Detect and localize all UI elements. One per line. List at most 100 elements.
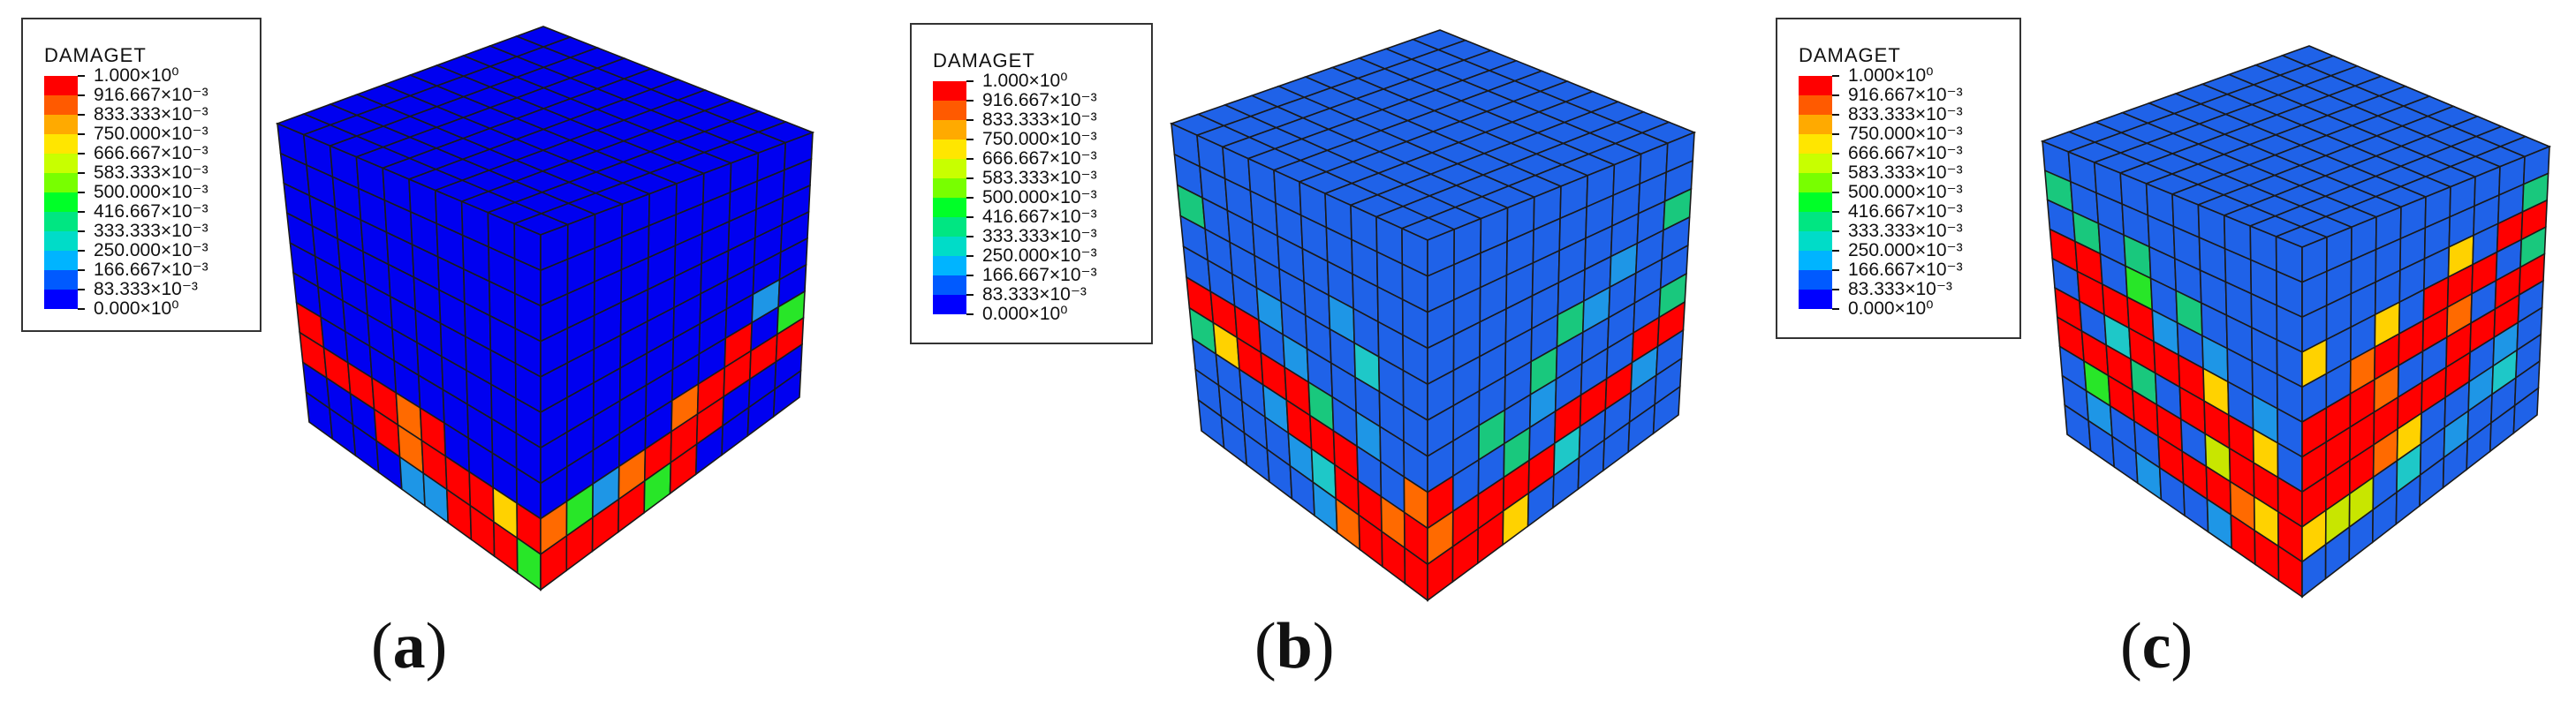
- legend-tick: [966, 236, 974, 237]
- legend-swatch: [1799, 192, 1832, 212]
- legend-tick: [78, 211, 85, 213]
- legend-tick: [78, 308, 85, 310]
- legend-swatch: [933, 139, 966, 159]
- legend-color-bar: [44, 76, 78, 309]
- legend-level-label: 333.333×10⁻³: [1848, 221, 1963, 241]
- panel-label-c: (c): [2120, 610, 2193, 682]
- legend-swatch: [44, 212, 78, 231]
- legend-level-label: 166.667×10⁻³: [1848, 260, 1963, 280]
- legend-swatch: [1799, 290, 1832, 309]
- legend-level-label: 1.000×10⁰: [1848, 65, 1934, 86]
- legend-level-label: 833.333×10⁻³: [1848, 104, 1963, 124]
- legend-level-label: 250.000×10⁻³: [94, 240, 208, 260]
- legend-swatch: [44, 192, 78, 212]
- legend-level-label: 416.667×10⁻³: [94, 201, 208, 222]
- legend-swatch: [44, 76, 78, 95]
- legend-level-label: 500.000×10⁻³: [94, 182, 208, 202]
- legend-tick: [78, 172, 85, 174]
- legend-level-label: 666.667×10⁻³: [1848, 143, 1963, 163]
- legend-tick: [1832, 94, 1839, 96]
- legend-swatch: [1799, 270, 1832, 290]
- legend-swatch: [1799, 154, 1832, 173]
- legend-tick: [78, 192, 85, 193]
- legend-tick: [966, 80, 974, 82]
- legend-tick: [966, 255, 974, 257]
- legend-level-label: 916.667×10⁻³: [982, 90, 1097, 110]
- legend-swatch: [933, 159, 966, 178]
- legend-level-label: 583.333×10⁻³: [1848, 162, 1963, 183]
- legend-swatch: [44, 173, 78, 192]
- legend-tick: [78, 289, 85, 290]
- legend-tick: [966, 197, 974, 199]
- legend-swatch: [933, 256, 966, 275]
- legend-level-label: 750.000×10⁻³: [94, 124, 208, 144]
- legend-title: DAMAGET: [933, 49, 1035, 72]
- legend-tick: [1832, 192, 1839, 193]
- legend-swatch: [1799, 173, 1832, 192]
- legend-tick: [966, 177, 974, 179]
- legend-swatch: [933, 217, 966, 237]
- legend-swatch: [933, 275, 966, 295]
- legend-swatch: [44, 154, 78, 173]
- legend-level-label: 250.000×10⁻³: [982, 245, 1097, 266]
- legend-swatch: [933, 295, 966, 314]
- panel-label-a: (a): [371, 610, 448, 682]
- legend-tick: [966, 294, 974, 296]
- legend-tick: [1832, 153, 1839, 155]
- legend-tick: [966, 139, 974, 140]
- legend-swatch: [1799, 231, 1832, 251]
- legend-swatch: [1799, 76, 1832, 95]
- legend-tick: [78, 94, 85, 96]
- legend-swatch: [44, 115, 78, 134]
- legend-level-label: 0.000×10⁰: [1848, 298, 1934, 319]
- legend-level-label: 833.333×10⁻³: [982, 109, 1097, 130]
- legend-swatch: [44, 290, 78, 309]
- legend-tick: [1832, 289, 1839, 290]
- legend-tick: [966, 119, 974, 121]
- legend-swatch: [1799, 95, 1832, 115]
- legend-swatch: [44, 95, 78, 115]
- legend-tick: [78, 133, 85, 135]
- legend-level-label: 166.667×10⁻³: [94, 260, 208, 280]
- mesh-element: [772, 369, 802, 418]
- legend-swatch: [933, 120, 966, 139]
- legend-level-label: 333.333×10⁻³: [94, 221, 208, 241]
- legend-tick: [1832, 250, 1839, 252]
- legend-tick: [78, 269, 85, 271]
- legend-level-label: 916.667×10⁻³: [94, 85, 208, 105]
- legend-tick: [78, 250, 85, 252]
- legend-level-label: 83.333×10⁻³: [1848, 279, 1952, 299]
- legend-tick: [1832, 114, 1839, 116]
- legend-swatch: [44, 251, 78, 270]
- legend-level-label: 666.667×10⁻³: [94, 143, 208, 163]
- legend-swatch: [933, 178, 966, 198]
- legend-swatch: [1799, 212, 1832, 231]
- legend-level-label: 1.000×10⁰: [982, 71, 1068, 91]
- legend-title: DAMAGET: [44, 44, 147, 66]
- legend-level-label: 0.000×10⁰: [982, 304, 1068, 324]
- legend-level-label: 500.000×10⁻³: [1848, 182, 1963, 202]
- legend-tick: [1832, 172, 1839, 174]
- legend-swatch: [1799, 115, 1832, 134]
- legend-level-label: 250.000×10⁻³: [1848, 240, 1963, 260]
- legend-color-bar: [1799, 76, 1832, 309]
- legend-tick: [966, 313, 974, 315]
- legend-level-label: 666.667×10⁻³: [982, 148, 1097, 169]
- legend-level-label: 83.333×10⁻³: [982, 284, 1087, 305]
- legend-level-label: 583.333×10⁻³: [982, 168, 1097, 188]
- legend-level-label: 83.333×10⁻³: [94, 279, 198, 299]
- legend-level-label: 166.667×10⁻³: [982, 265, 1097, 285]
- legend-color-bar: [933, 81, 966, 314]
- legend-tick: [1832, 75, 1839, 77]
- legend-swatch: [44, 270, 78, 290]
- legend-swatch: [44, 231, 78, 251]
- legend-swatch: [933, 101, 966, 120]
- legend-level-label: 1.000×10⁰: [94, 65, 179, 86]
- legend-tick: [78, 114, 85, 116]
- legend-level-label: 750.000×10⁻³: [982, 129, 1097, 149]
- legend-swatch: [933, 81, 966, 101]
- legend-tick: [1832, 269, 1839, 271]
- legend-level-label: 333.333×10⁻³: [982, 226, 1097, 246]
